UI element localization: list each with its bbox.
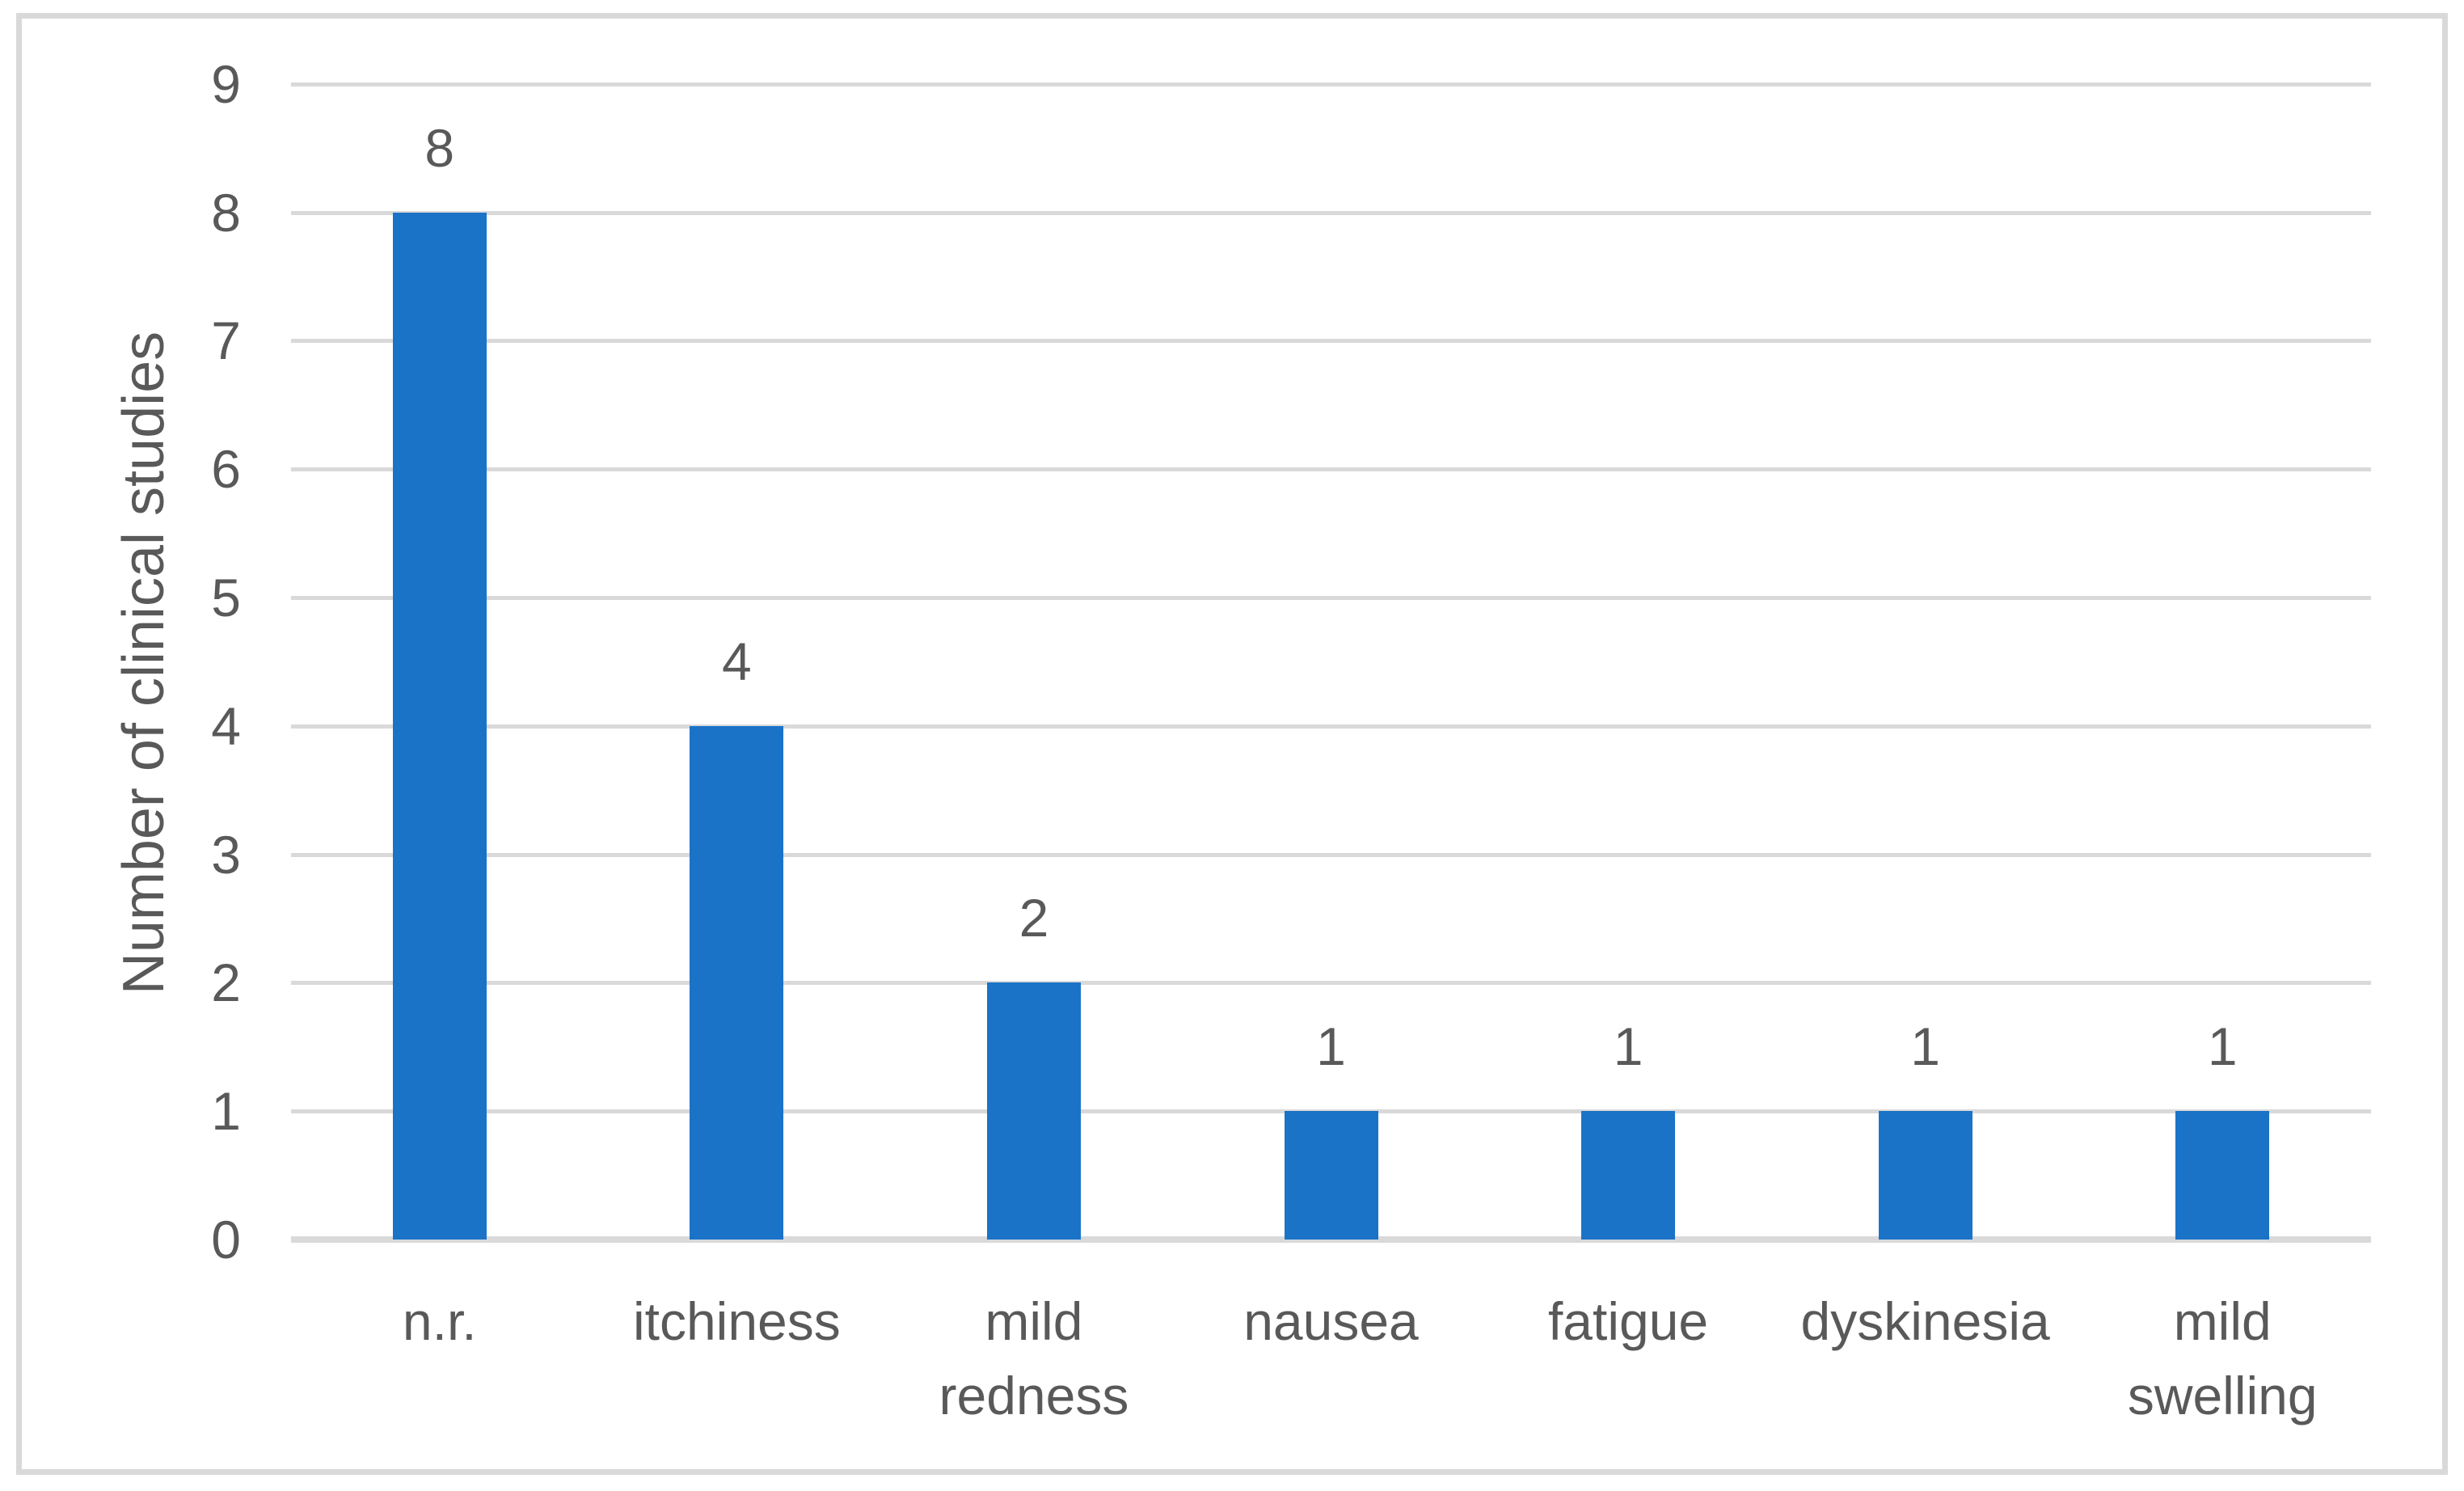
y-tick-label-5: 5 — [211, 568, 241, 627]
y-tick-label-6: 6 — [211, 439, 241, 500]
bar-5 — [1581, 1111, 1676, 1240]
gridline-2 — [291, 981, 2371, 986]
y-tick-label-2: 2 — [211, 952, 241, 1013]
category-label-2: itchiness — [632, 1291, 841, 1351]
category-label-5: fatigue — [1547, 1291, 1709, 1351]
bar-3 — [986, 982, 1081, 1240]
y-tick-label-4: 4 — [211, 695, 241, 756]
data-label-3: 2 — [1019, 888, 1049, 948]
data-label-1: 8 — [424, 117, 455, 178]
category-label-1: n.r. — [402, 1291, 477, 1351]
category-label-6: dyskinesia — [1800, 1291, 2050, 1351]
data-label-4: 1 — [1316, 1016, 1346, 1077]
bar-7 — [2175, 1111, 2270, 1240]
data-label-5: 1 — [1613, 1016, 1643, 1077]
gridline-9 — [291, 82, 2371, 87]
category-label-4: nausea — [1243, 1291, 1419, 1351]
category-label-7: mild swelling — [2127, 1291, 2318, 1426]
gridline-8 — [291, 210, 2371, 215]
data-label-6: 1 — [1910, 1016, 1940, 1077]
y-tick-label-7: 7 — [211, 310, 241, 371]
data-label-2: 4 — [721, 631, 752, 691]
category-label-3: mild redness — [939, 1291, 1129, 1426]
gridline-4 — [291, 724, 2371, 729]
bar-2 — [690, 725, 784, 1240]
gridline-3 — [291, 852, 2371, 857]
y-tick-label-9: 9 — [211, 53, 241, 114]
bar-4 — [1284, 1111, 1378, 1240]
gridline-7 — [291, 339, 2371, 344]
y-tick-label-0: 0 — [211, 1210, 241, 1269]
y-tick-label-3: 3 — [211, 824, 241, 885]
gridline-5 — [291, 596, 2371, 600]
gridline-6 — [291, 467, 2371, 472]
y-tick-label-8: 8 — [211, 182, 241, 243]
y-tick-label-1: 1 — [211, 1081, 241, 1142]
x-axis-line — [291, 1236, 2371, 1243]
bar-1 — [392, 212, 487, 1240]
data-label-7: 1 — [2207, 1016, 2238, 1077]
bar-6 — [1878, 1111, 1972, 1240]
